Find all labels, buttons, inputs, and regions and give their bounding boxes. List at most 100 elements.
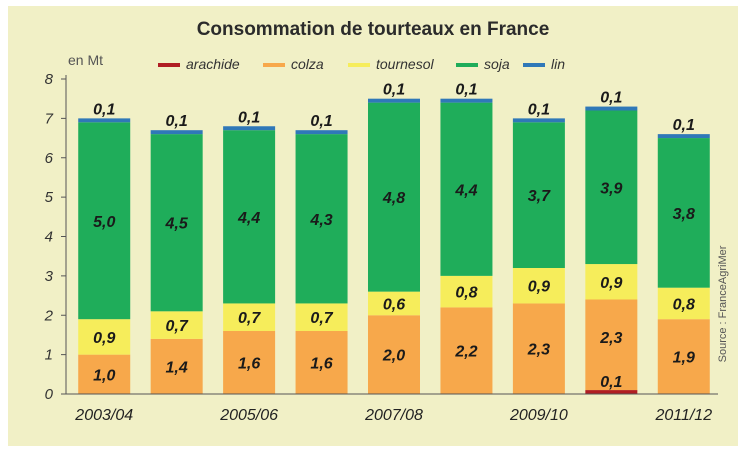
data-label-colza: 2,0 xyxy=(382,348,405,365)
bar-stack: 2,2 0,8 4,4 0,1 xyxy=(440,82,493,394)
y-tick-label: 6 xyxy=(45,150,54,167)
data-label-lin: 0,1 xyxy=(455,82,477,99)
bar-segment-tournesol xyxy=(440,275,493,308)
data-label-tournesol: 0,8 xyxy=(673,296,695,313)
bar-stack: 0,1 2,3 0,9 3,9 0,1 xyxy=(585,90,638,394)
legend-label-soja: soja xyxy=(484,56,510,72)
data-label-lin: 0,1 xyxy=(93,101,115,118)
data-label-soja: 3,7 xyxy=(528,188,551,205)
bar-segment-tournesol xyxy=(585,264,638,300)
bar-segment-soja xyxy=(150,134,203,312)
bar-segment-tournesol xyxy=(295,303,348,331)
bar-segment-colza xyxy=(512,303,565,394)
y-tick-label: 8 xyxy=(45,71,54,88)
data-label-tournesol: 0,7 xyxy=(310,310,333,327)
bar-stack: 1,9 0,8 3,8 0,1 xyxy=(657,117,710,394)
y-axis: 0 1 2 3 4 5 6 7 8 xyxy=(44,71,67,403)
data-label-soja: 4,3 xyxy=(309,212,332,229)
legend-swatch-colza xyxy=(263,63,285,67)
bar-segment-lin xyxy=(78,118,131,123)
bar-stack: 2,0 0,6 4,8 0,1 xyxy=(368,82,420,394)
data-label-tournesol: 0,9 xyxy=(93,330,115,347)
x-tick-label: 2005/06 xyxy=(219,407,278,424)
legend-swatch-soja xyxy=(456,63,478,67)
data-label-lin: 0,1 xyxy=(166,113,188,130)
legend-swatch-arachide xyxy=(158,63,180,67)
data-label-colza: 2,3 xyxy=(599,330,622,347)
bar-segment-colza xyxy=(585,299,638,391)
bar-segment-tournesol xyxy=(78,319,131,355)
data-label-tournesol: 0,7 xyxy=(166,318,189,335)
bar-segment-tournesol xyxy=(150,311,203,339)
x-tick-label: 2007/08 xyxy=(364,407,423,424)
bar-stack: 2,3 0,9 3,7 0,1 xyxy=(512,101,565,394)
x-tick-label: 2009/10 xyxy=(509,407,568,424)
x-tick-label: 2003/04 xyxy=(74,407,133,424)
bar-stack: 1,4 0,7 4,5 0,1 xyxy=(150,113,203,394)
data-label-soja: 5,0 xyxy=(93,214,115,231)
bar-stack: 1,6 0,7 4,3 0,1 xyxy=(295,113,348,394)
legend-swatch-tournesol xyxy=(348,63,370,67)
data-label-lin: 0,1 xyxy=(600,90,622,107)
data-label-tournesol: 0,9 xyxy=(600,275,622,292)
data-label-tournesol: 0,7 xyxy=(238,310,261,327)
data-label-soja: 4,4 xyxy=(237,210,260,227)
data-label-soja: 4,4 xyxy=(454,182,477,199)
y-tick-label: 3 xyxy=(45,268,54,285)
y-tick-label: 7 xyxy=(45,110,54,127)
data-label-lin: 0,1 xyxy=(673,117,695,134)
bar-segment-soja xyxy=(295,134,348,304)
bar-segment-soja xyxy=(223,130,276,304)
data-label-tournesol: 0,8 xyxy=(455,285,477,302)
data-label-colza: 1,6 xyxy=(238,356,260,373)
data-label-colza: 1,6 xyxy=(310,356,332,373)
legend-label-lin: lin xyxy=(551,56,565,72)
bar-segment-soja xyxy=(512,122,565,268)
chart-panel: Consommation de tourteaux en France en M… xyxy=(8,6,738,446)
bar-segment-colza xyxy=(223,331,276,394)
data-label-soja: 4,5 xyxy=(165,216,189,233)
y-axis-unit-label: en Mt xyxy=(68,52,103,68)
y-tick-label: 1 xyxy=(45,347,53,364)
y-tick-label: 4 xyxy=(45,229,53,246)
bars: 1,0 0,9 5,0 0,1 1,4 0,7 4,5 0,1 1,6 0,7 4,4 0,1 1,6 0… xyxy=(78,82,710,394)
y-tick-label: 2 xyxy=(44,307,54,324)
data-label-colza: 2,2 xyxy=(454,344,477,361)
legend: arachide colza tournesol soja lin xyxy=(158,56,565,72)
bar-segment-colza xyxy=(78,354,131,394)
data-label-colza: 1,9 xyxy=(673,350,695,367)
bar-segment-soja xyxy=(657,138,710,288)
bar-segment-lin xyxy=(657,134,710,139)
legend-label-tournesol: tournesol xyxy=(376,56,434,72)
bar-segment-lin xyxy=(512,118,565,123)
bar-segment-colza xyxy=(295,331,348,394)
stacked-bar-chart: Consommation de tourteaux en France en M… xyxy=(44,19,729,424)
bar-segment-soja xyxy=(78,122,131,320)
bar-segment-lin xyxy=(150,130,203,135)
bar-segment-lin xyxy=(440,98,493,103)
bar-segment-lin xyxy=(368,98,420,103)
bar-segment-lin xyxy=(223,126,276,131)
data-label-colza: 1,0 xyxy=(93,367,115,384)
bar-segment-lin xyxy=(585,106,638,111)
bar-segment-lin xyxy=(295,130,348,135)
data-label-tournesol: 0,6 xyxy=(383,296,405,313)
bar-segment-tournesol xyxy=(223,303,276,331)
bar-segment-tournesol xyxy=(368,291,420,316)
bar-segment-colza xyxy=(368,315,420,394)
bar-segment-colza xyxy=(150,338,203,394)
data-label-colza: 2,3 xyxy=(527,342,550,359)
data-label-soja: 3,9 xyxy=(600,180,622,197)
bar-segment-tournesol xyxy=(657,287,710,320)
data-label-lin: 0,1 xyxy=(528,101,550,118)
bar-segment-arachide xyxy=(585,390,638,394)
bar-segment-soja xyxy=(368,102,420,292)
bar-segment-colza xyxy=(440,307,493,394)
data-label-lin: 0,1 xyxy=(238,109,260,126)
legend-label-colza: colza xyxy=(291,56,324,72)
x-tick-label: 2011/12 xyxy=(654,407,712,424)
x-axis: 2003/04 2005/06 2007/08 2009/10 2011/12 xyxy=(66,393,718,424)
data-label-colza: 1,4 xyxy=(166,359,188,376)
bar-segment-soja xyxy=(585,110,638,265)
bar-segment-soja xyxy=(440,102,493,276)
